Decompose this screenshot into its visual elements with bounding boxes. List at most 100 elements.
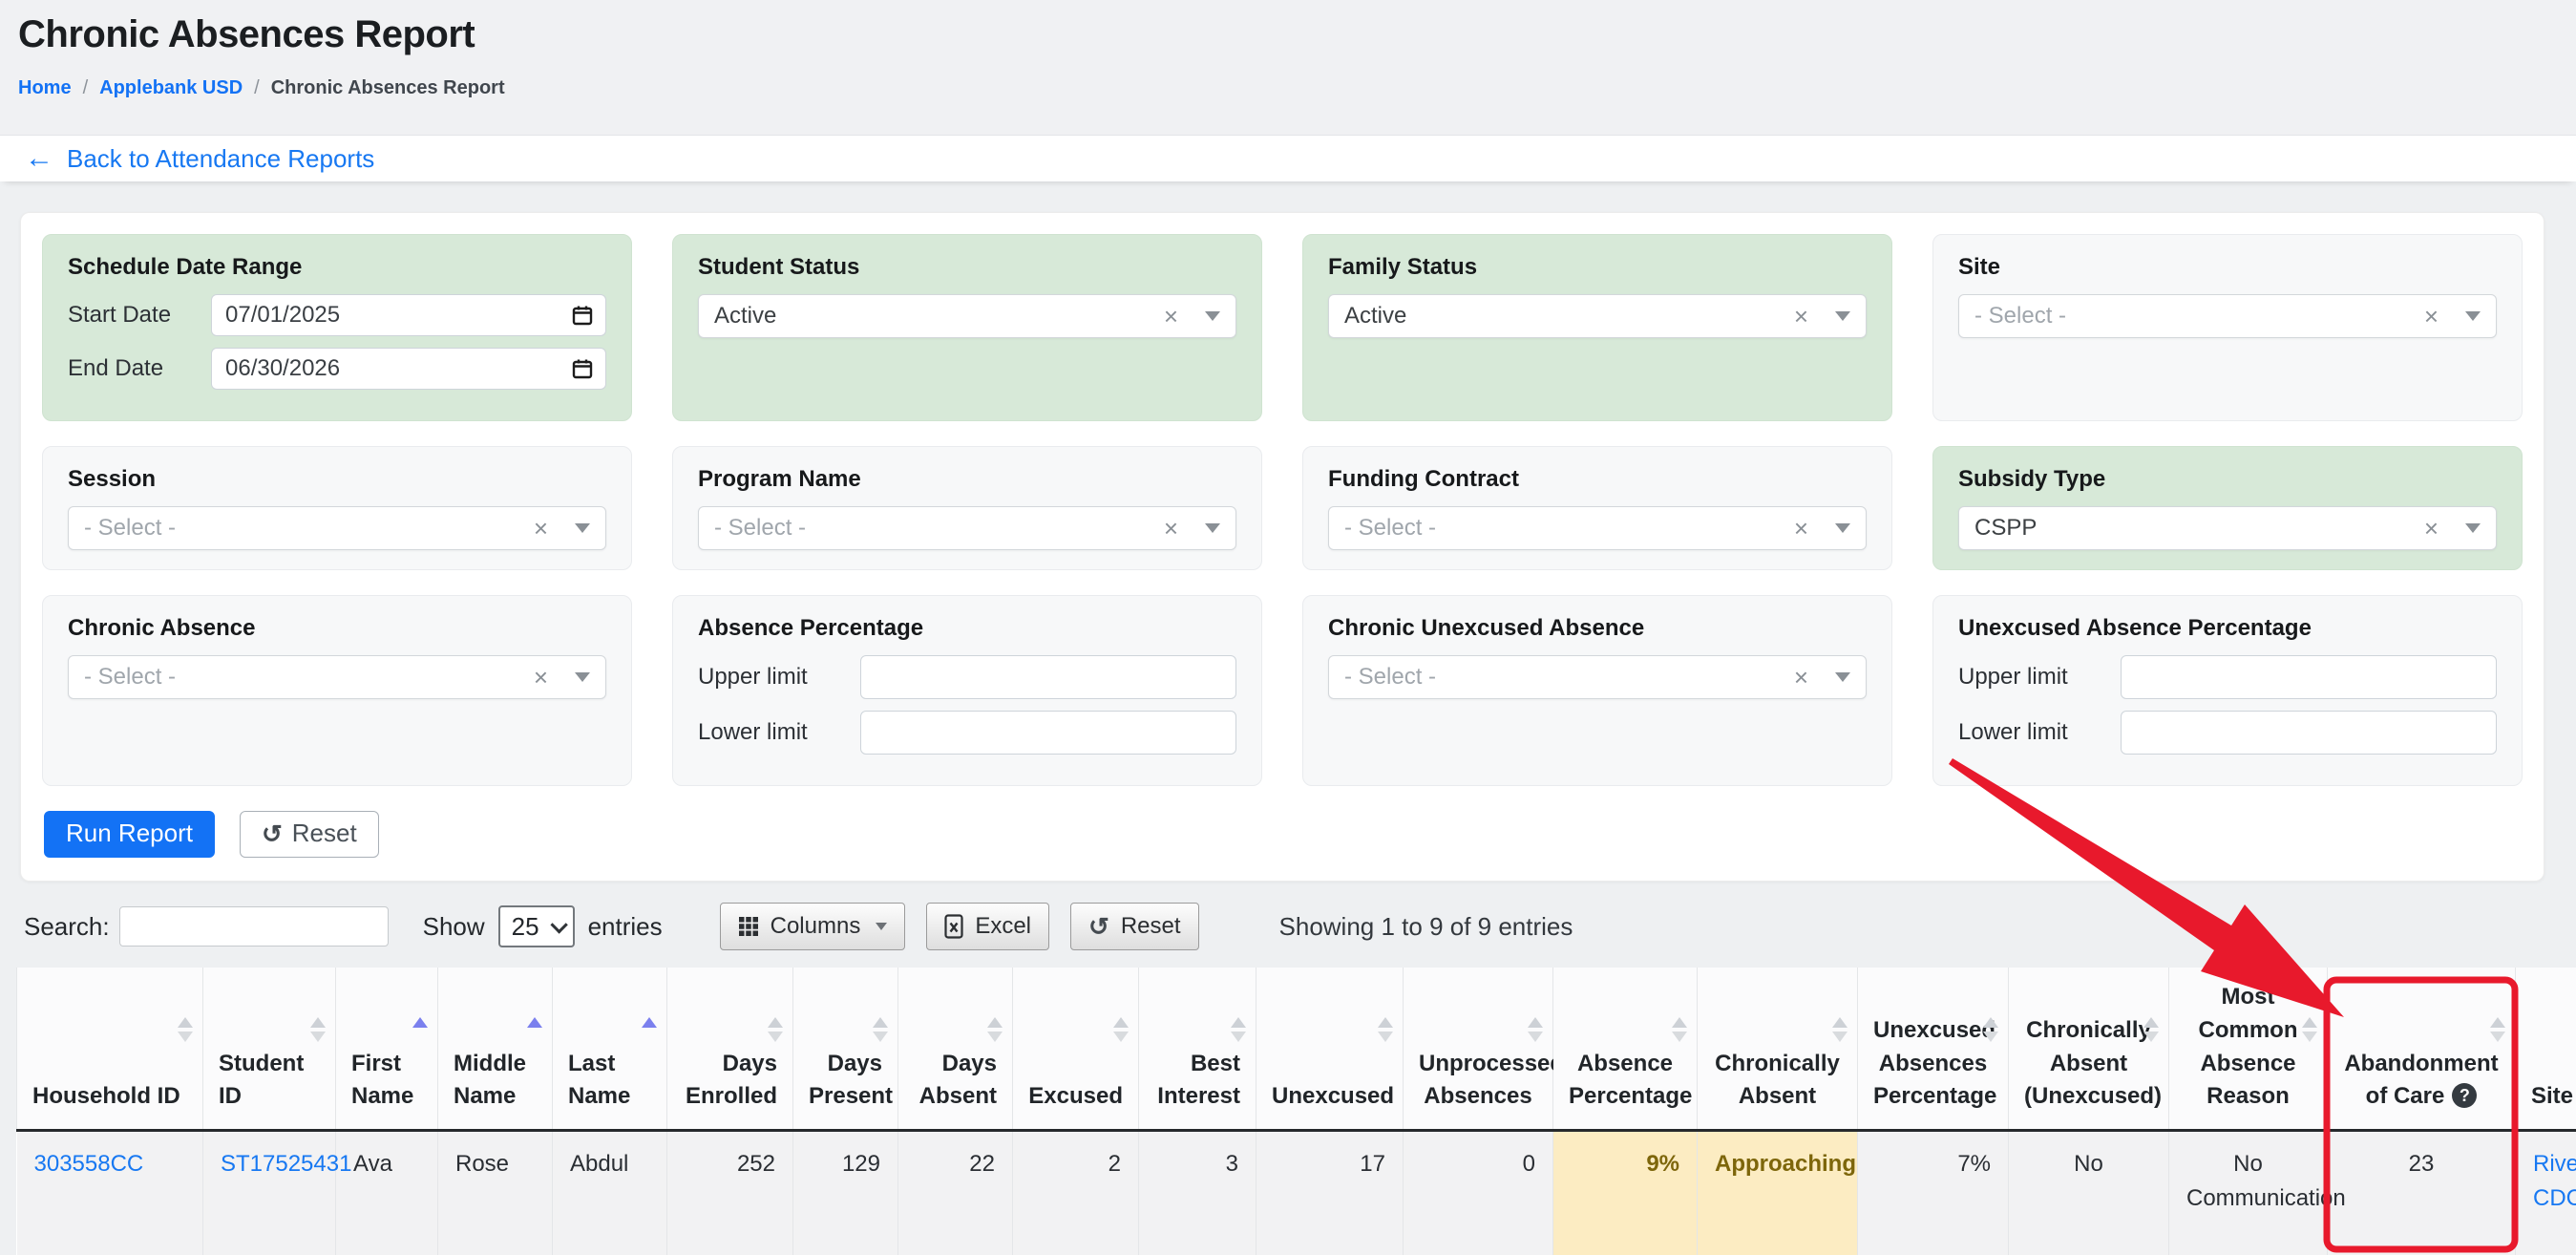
family-status-select[interactable]: Active ×: [1328, 294, 1867, 338]
back-to-attendance-reports-link[interactable]: ← Back to Attendance Reports: [25, 144, 374, 174]
unexcused-lower-limit-input[interactable]: [2121, 711, 2497, 755]
run-report-button[interactable]: Run Report: [44, 811, 215, 858]
filter-title: Chronic Unexcused Absence: [1328, 615, 1645, 641]
col-header-chronically-absent-unexcused[interactable]: Chronically Absent (Unexcused): [2008, 968, 2169, 1131]
filter-title: Student Status: [698, 254, 860, 280]
sort-icon: [2302, 1017, 2317, 1042]
col-header-middle-name[interactable]: Middle Name: [437, 968, 553, 1131]
col-header-student-id[interactable]: Student ID: [202, 968, 336, 1131]
col-header-first-name[interactable]: First Name: [335, 968, 438, 1131]
page-size-select[interactable]: 25: [497, 905, 575, 947]
chevron-down-icon[interactable]: [2465, 523, 2481, 533]
select-value: Active: [1344, 303, 1407, 329]
filter-card-site: Site - Select - ×: [1932, 234, 2523, 421]
col-header-best-interest[interactable]: Best Interest: [1138, 968, 1256, 1131]
back-arrow-icon: ←: [25, 142, 53, 174]
col-header-absence-percentage[interactable]: Absence Percentage: [1552, 968, 1698, 1131]
chevron-down-icon[interactable]: [1205, 523, 1220, 533]
site-select[interactable]: - Select - ×: [1958, 294, 2497, 338]
col-header-unprocessed-absences[interactable]: Unprocessed Absences: [1403, 968, 1564, 1131]
end-date-input[interactable]: 06/30/2026: [211, 348, 606, 390]
student-id-link[interactable]: ST17525431: [221, 1151, 352, 1178]
lower-limit-label: Lower limit: [698, 719, 808, 745]
cell-last-name: Abdul: [552, 1130, 667, 1255]
reset-filters-button[interactable]: ↺ Reset: [239, 811, 379, 858]
start-date-input[interactable]: 07/01/2025: [211, 294, 606, 336]
col-header-unexcused-absences-percentage[interactable]: Unexcused Absences Percentage: [1857, 968, 2009, 1131]
cell-student-id: ST17525431: [202, 1130, 351, 1255]
filter-card-funding-contract: Funding Contract - Select - ×: [1302, 446, 1892, 570]
col-header-days-enrolled[interactable]: Days Enrolled: [666, 968, 793, 1131]
col-header-chronically-absent[interactable]: Chronically Absent: [1697, 968, 1858, 1131]
calendar-icon[interactable]: [571, 357, 594, 380]
chevron-down-icon[interactable]: [2465, 311, 2481, 321]
reset-table-button[interactable]: ↺ Reset: [1070, 903, 1199, 950]
select-value: Active: [714, 303, 777, 329]
clear-icon[interactable]: ×: [1163, 514, 1178, 542]
col-header-abandonment-of-care[interactable]: Abandonment of Care?: [2327, 968, 2516, 1131]
cell-excused: 2: [1012, 1130, 1139, 1255]
clear-icon[interactable]: ×: [1793, 514, 1808, 542]
household-id-link[interactable]: 303558CC: [33, 1151, 144, 1178]
clear-icon[interactable]: ×: [1793, 663, 1808, 691]
breadcrumb-current: Chronic Absences Report: [270, 77, 505, 98]
clear-icon[interactable]: ×: [2423, 302, 2439, 330]
clear-icon[interactable]: ×: [2423, 514, 2439, 542]
clear-icon[interactable]: ×: [533, 663, 548, 691]
select-placeholder: - Select -: [1344, 664, 1437, 690]
select-placeholder: - Select -: [1974, 303, 2067, 329]
breadcrumb-home-link[interactable]: Home: [18, 77, 72, 98]
select-placeholder: - Select -: [1344, 515, 1437, 541]
col-header-unexcused[interactable]: Unexcused: [1256, 968, 1404, 1131]
help-icon[interactable]: ?: [2452, 1083, 2478, 1109]
program-name-select[interactable]: - Select - ×: [698, 506, 1236, 550]
chevron-down-icon[interactable]: [1835, 523, 1850, 533]
breadcrumb-district-link[interactable]: Applebank USD: [99, 77, 243, 98]
col-header-days-absent[interactable]: Days Absent: [897, 968, 1013, 1131]
col-header-site[interactable]: Site: [2515, 968, 2576, 1131]
sort-asc-icon: [412, 1017, 428, 1028]
col-header-days-present[interactable]: Days Present: [792, 968, 898, 1131]
absence-lower-limit-input[interactable]: [860, 711, 1236, 755]
clear-icon[interactable]: ×: [1793, 302, 1808, 330]
sort-icon: [768, 1017, 783, 1042]
chronic-unexcused-absence-select[interactable]: - Select - ×: [1328, 655, 1867, 699]
chevron-down-icon[interactable]: [1835, 672, 1850, 682]
chevron-down-icon[interactable]: [1835, 311, 1850, 321]
student-status-select[interactable]: Active ×: [698, 294, 1236, 338]
lower-limit-label: Lower limit: [1958, 719, 2068, 745]
col-header-excused[interactable]: Excused: [1012, 968, 1139, 1131]
excel-export-button[interactable]: Excel: [926, 903, 1050, 950]
calendar-icon[interactable]: [571, 304, 594, 327]
start-date-value: 07/01/2025: [225, 302, 341, 328]
clear-icon[interactable]: ×: [533, 514, 548, 542]
filter-card-unexcused-absence-percentage: Unexcused Absence Percentage Upper limit…: [1932, 595, 2523, 786]
clear-icon[interactable]: ×: [1163, 302, 1178, 330]
funding-contract-select[interactable]: - Select - ×: [1328, 506, 1867, 550]
search-input[interactable]: [118, 906, 389, 947]
chronic-absence-select[interactable]: - Select - ×: [68, 655, 606, 699]
chevron-down-icon[interactable]: [575, 672, 590, 682]
cell-household-id: 303558CC: [16, 1130, 203, 1255]
session-select[interactable]: - Select - ×: [68, 506, 606, 550]
filter-actions: Run Report ↺ Reset: [44, 811, 2523, 858]
chevron-down-icon[interactable]: [575, 523, 590, 533]
subsidy-type-select[interactable]: CSPP ×: [1958, 506, 2497, 550]
absence-upper-limit-input[interactable]: [860, 655, 1236, 699]
filter-title: Subsidy Type: [1958, 466, 2106, 492]
show-label: Show: [422, 911, 485, 941]
search-label: Search:: [24, 911, 110, 941]
cell-days-enrolled: 252: [666, 1130, 793, 1255]
col-header-most-common-absence-reason[interactable]: Most Common Absence Reason: [2168, 968, 2328, 1131]
table-controls: Search: Show 25 entries Columns Excel ↺ …: [16, 903, 2544, 968]
filter-card-student-status: Student Status Active ×: [672, 234, 1262, 421]
chevron-down-icon[interactable]: [1205, 311, 1220, 321]
upper-limit-label: Upper limit: [698, 664, 808, 690]
site-link[interactable]: Riverbank CDC: [2533, 1151, 2576, 1212]
reset-button-label: Reset: [291, 819, 357, 847]
col-header-household-id[interactable]: Household ID: [16, 968, 203, 1131]
col-header-last-name[interactable]: Last Name: [552, 968, 667, 1131]
filter-card-chronic-absence: Chronic Absence - Select - ×: [42, 595, 632, 786]
columns-button[interactable]: Columns: [719, 903, 906, 950]
unexcused-upper-limit-input[interactable]: [2121, 655, 2497, 699]
